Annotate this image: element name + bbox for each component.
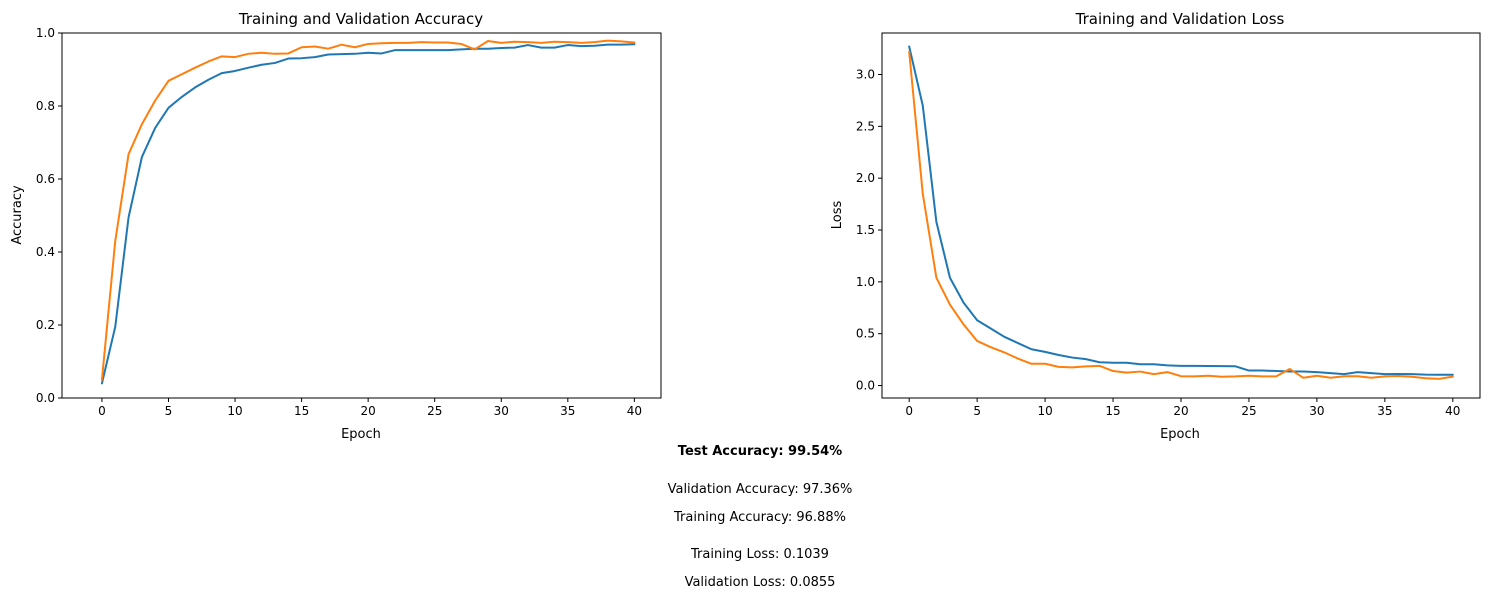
x-tick-label: 5 xyxy=(165,404,173,418)
x-tick-label: 25 xyxy=(1241,404,1256,418)
series-line-1 xyxy=(100,39,636,381)
y-axis-label: Accuracy xyxy=(10,185,25,245)
series-line-0 xyxy=(908,45,1454,376)
x-tick-label: 0 xyxy=(98,404,106,418)
x-tick-label: 25 xyxy=(427,404,442,418)
x-tick-label: 15 xyxy=(1105,404,1120,418)
x-tick-label: 15 xyxy=(294,404,309,418)
test-accuracy-text: Test Accuracy: 99.54% xyxy=(677,444,843,459)
chart-title: Training and Validation Accuracy xyxy=(238,10,483,28)
y-tick-label: 2.0 xyxy=(856,171,875,185)
x-tick-label: 35 xyxy=(1377,404,1392,418)
x-tick-label: 20 xyxy=(361,404,376,418)
plot-frame xyxy=(61,32,662,399)
x-tick-label: 35 xyxy=(560,404,575,418)
y-tick-label: 0.6 xyxy=(36,172,55,186)
training-accuracy-text: Training Accuracy: 96.88% xyxy=(674,510,846,525)
validation-accuracy-text: Validation Accuracy: 97.36% xyxy=(667,482,853,497)
training-loss-text: Training Loss: 0.1039 xyxy=(691,547,829,562)
plot-frame xyxy=(881,32,1481,399)
y-tick-label: 1.0 xyxy=(856,275,875,289)
y-tick-label: 0.5 xyxy=(856,327,875,341)
x-tick-label: 40 xyxy=(1445,404,1460,418)
x-tick-label: 10 xyxy=(227,404,242,418)
series-line-1 xyxy=(908,50,1454,380)
loss-chart: Training and Validation Loss Epoch Loss … xyxy=(830,10,1481,442)
chart-title: Training and Validation Loss xyxy=(1075,10,1285,28)
y-tick-label: 0.0 xyxy=(36,391,55,405)
y-tick-label: 0.2 xyxy=(36,318,55,332)
x-axis-label: Epoch xyxy=(341,427,381,442)
accuracy-chart: Training and Validation Accuracy Epoch A… xyxy=(10,10,662,442)
x-tick-label: 30 xyxy=(1309,404,1324,418)
y-tick-label: 0.0 xyxy=(856,379,875,393)
x-tick-label: 0 xyxy=(905,404,913,418)
x-tick-label: 40 xyxy=(627,404,642,418)
y-tick-label: 1.5 xyxy=(856,223,875,237)
y-tick-label: 2.5 xyxy=(856,119,875,133)
x-tick-label: 10 xyxy=(1037,404,1052,418)
y-tick-label: 1.0 xyxy=(36,26,55,40)
validation-loss-text: Validation Loss: 0.0855 xyxy=(684,575,836,590)
y-tick-label: 3.0 xyxy=(856,67,875,81)
series-line-0 xyxy=(100,43,636,385)
x-tick-label: 30 xyxy=(494,404,509,418)
x-tick-label: 5 xyxy=(973,404,981,418)
x-axis-label: Epoch xyxy=(1160,427,1200,442)
y-axis-label: Loss xyxy=(830,201,845,230)
y-tick-label: 0.4 xyxy=(36,245,55,259)
x-tick-label: 20 xyxy=(1173,404,1188,418)
y-tick-label: 0.8 xyxy=(36,99,55,113)
